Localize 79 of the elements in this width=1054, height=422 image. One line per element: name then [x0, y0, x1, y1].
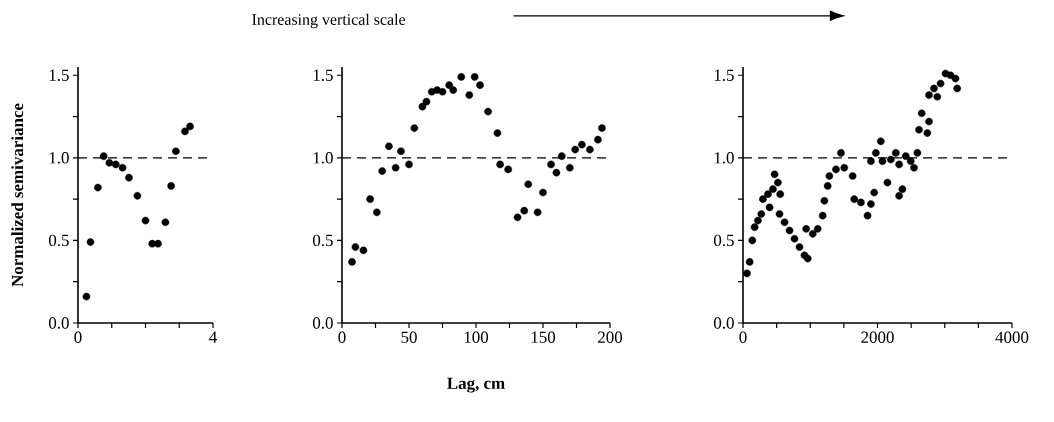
x-tick-label: 0 [74, 331, 82, 343]
x-tick-label: 150 [531, 331, 556, 343]
point [99, 152, 108, 160]
point [547, 160, 555, 169]
point [422, 97, 431, 106]
point [449, 86, 458, 94]
x-axis-title: Lag, cm [447, 377, 505, 393]
y-tick-label: 1.0 [714, 152, 734, 164]
y-tick-label: 1.5 [714, 69, 734, 81]
x-tick-label: 0 [338, 331, 346, 343]
point [133, 192, 142, 200]
point [351, 243, 360, 251]
point [373, 208, 381, 217]
text: Increasing vertical scale [252, 13, 406, 29]
x-tick-label: 0 [739, 331, 747, 343]
point [470, 73, 479, 81]
point [359, 246, 368, 255]
point [161, 218, 170, 227]
x-tick-label: 4000 [995, 331, 1029, 343]
y-tick-label: 1.5 [313, 69, 333, 81]
point [112, 160, 120, 169]
x-tick-label: 100 [464, 331, 489, 343]
point [513, 213, 522, 222]
x-tick-label: 4 [209, 331, 217, 343]
point [391, 163, 400, 172]
point [378, 167, 386, 175]
point [566, 163, 574, 172]
point [496, 160, 504, 169]
point [571, 145, 579, 154]
point [578, 140, 586, 149]
y-axis-title: Normalized semivariance [11, 103, 24, 287]
point [86, 238, 95, 246]
x-tick-label: 2000 [861, 331, 894, 343]
point [105, 158, 114, 167]
point [552, 168, 561, 177]
y-tick-label: 1.5 [49, 69, 69, 81]
y-tick-label: 0.0 [713, 317, 734, 329]
point [405, 160, 413, 169]
point [594, 135, 602, 144]
point [397, 147, 405, 156]
y-tick-label: 0.0 [48, 317, 69, 329]
point [82, 292, 91, 301]
y-tick-label: 0.0 [312, 317, 333, 329]
point [524, 180, 533, 189]
point [438, 87, 447, 96]
point [539, 188, 547, 197]
point [186, 122, 194, 131]
point [141, 216, 150, 225]
point [172, 147, 180, 156]
y-tick-label: 0.5 [312, 234, 333, 247]
point [457, 73, 466, 81]
point [533, 208, 542, 217]
point [118, 163, 127, 172]
point [418, 102, 427, 111]
point [520, 206, 529, 215]
y-tick-label: 0.5 [713, 234, 734, 247]
point [385, 142, 393, 151]
x-tick-label: 200 [598, 331, 623, 343]
point [484, 107, 492, 116]
point [465, 91, 474, 99]
point [366, 195, 374, 203]
y-tick-label: 0.5 [48, 234, 69, 247]
point [445, 81, 453, 89]
point [557, 152, 566, 160]
point [586, 145, 594, 154]
point [348, 258, 356, 266]
x-tick-label: 50 [401, 331, 417, 343]
point [410, 124, 419, 132]
point [181, 127, 189, 136]
y-tick-label: 1.0 [49, 152, 69, 164]
y-tick-label: 1.0 [313, 152, 333, 164]
point [476, 81, 484, 89]
point [504, 165, 512, 174]
point [167, 182, 175, 190]
point [154, 239, 162, 248]
point [598, 124, 606, 132]
point [493, 129, 502, 137]
point [125, 173, 133, 182]
point [94, 183, 102, 192]
